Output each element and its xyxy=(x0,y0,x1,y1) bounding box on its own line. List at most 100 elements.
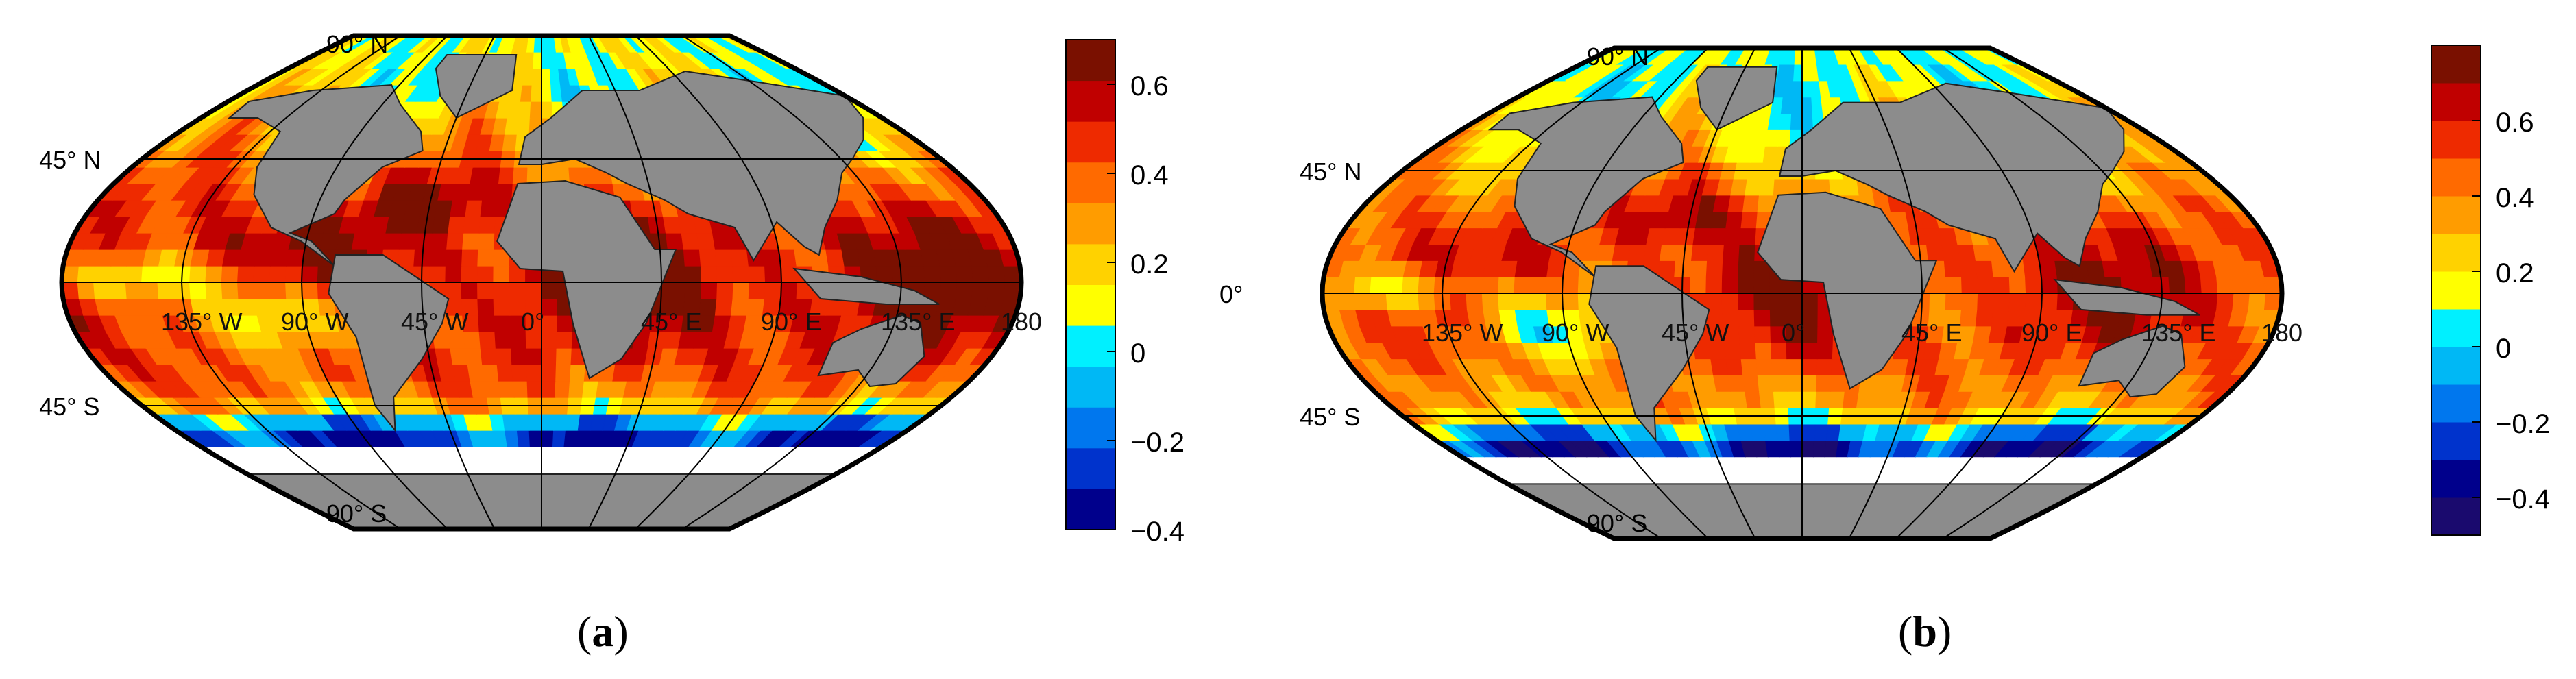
field-cell xyxy=(698,249,718,267)
field-cell xyxy=(526,36,536,53)
field-cell xyxy=(498,166,515,184)
field-cell xyxy=(541,282,558,299)
field-cell xyxy=(1963,48,2002,65)
field-cell xyxy=(1745,178,1762,196)
field-cell xyxy=(1764,129,1780,147)
field-cell xyxy=(1858,48,1877,65)
field-cell xyxy=(477,265,494,283)
field-cell xyxy=(463,216,481,234)
field-cell xyxy=(533,51,542,69)
field-cell xyxy=(1753,309,1771,327)
field-cell xyxy=(609,36,631,53)
field-cell xyxy=(1779,48,1790,65)
field-cell xyxy=(1754,325,1772,343)
field-cell xyxy=(1739,342,1758,360)
field-cell xyxy=(1370,293,1388,310)
field-cell xyxy=(780,282,798,299)
field-cell xyxy=(1466,293,1484,310)
field-cell xyxy=(1789,440,1803,458)
field-cell xyxy=(1864,48,1884,65)
field-cell xyxy=(1907,48,1936,65)
landmass xyxy=(1588,265,1710,443)
field-cell xyxy=(450,199,468,217)
field-cell xyxy=(525,282,542,299)
field-cell xyxy=(489,36,505,53)
field-cell xyxy=(467,183,485,201)
colorbar-segment xyxy=(2431,234,2481,272)
field-cell xyxy=(1771,358,1788,375)
field-cell xyxy=(1960,276,1979,294)
field-cell xyxy=(93,265,112,283)
field-cell xyxy=(1643,243,1663,261)
field-cell xyxy=(628,36,653,53)
field-cell xyxy=(1820,48,1832,65)
field-cell xyxy=(448,216,466,234)
field-cell xyxy=(659,36,691,53)
field-cell xyxy=(1735,48,1753,65)
field-cell xyxy=(434,199,454,217)
panel-a: 90° N 45° N 0° 45° S 90° S 135° W 90° W 45° W 0… xyxy=(39,30,1184,656)
field-cell xyxy=(1725,211,1744,229)
landmass xyxy=(792,267,940,305)
field-cell xyxy=(1691,243,1710,261)
field-cell xyxy=(1657,260,1677,277)
field-cell xyxy=(1971,48,2009,65)
field-cell xyxy=(1801,293,1819,310)
field-cell xyxy=(622,36,646,53)
field-cell xyxy=(1725,358,1744,375)
field-cell xyxy=(254,298,274,316)
field-cell xyxy=(342,36,380,53)
field-cell xyxy=(1498,260,1518,277)
field-cell xyxy=(730,298,750,316)
field-cell xyxy=(1929,276,1947,294)
field-cell xyxy=(430,232,449,250)
field-cell xyxy=(923,282,942,299)
field-cell xyxy=(2216,276,2235,294)
field-cell xyxy=(493,282,511,299)
landmass xyxy=(2053,278,2200,316)
field-cell xyxy=(348,36,387,53)
field-cell xyxy=(529,101,542,119)
field-cell xyxy=(109,282,127,299)
lon-label: 90° E xyxy=(2021,319,2082,347)
colorbar-segment xyxy=(2431,45,2481,84)
field-cell xyxy=(429,265,447,283)
graticule-a xyxy=(62,36,1021,529)
field-cell xyxy=(875,265,894,283)
field-cell xyxy=(1901,48,1929,65)
field-cell xyxy=(269,249,289,267)
field-cell xyxy=(696,36,736,53)
field-cell xyxy=(1402,293,1420,310)
field-cell xyxy=(1692,227,1712,245)
field-cell xyxy=(1876,48,1899,65)
field-cell xyxy=(684,282,702,299)
field-cell xyxy=(1888,48,1914,65)
colorbar-a: 0.6 0.4 0.2 0 −0.2 −0.4 xyxy=(1065,39,1184,547)
field-cell xyxy=(493,265,511,283)
field-cell xyxy=(1932,48,1966,65)
field-cell xyxy=(2216,293,2235,310)
field-cell xyxy=(2248,276,2267,294)
field-cell xyxy=(518,446,532,464)
field-cell xyxy=(1769,293,1787,310)
field-cell xyxy=(478,232,496,250)
field-cell xyxy=(480,347,498,365)
field-cell xyxy=(2184,293,2202,310)
field-cell xyxy=(1514,276,1532,294)
field-cell xyxy=(400,36,430,53)
field-cell xyxy=(1354,276,1372,294)
landmass xyxy=(817,314,925,388)
landmass xyxy=(1487,96,1684,277)
lon-label: 45° E xyxy=(641,308,701,336)
field-cell xyxy=(1385,276,1405,294)
field-cell xyxy=(445,282,463,299)
field-cell xyxy=(1829,391,1846,408)
field-cell xyxy=(1623,48,1660,65)
colorbar-tick-label: 0 xyxy=(1130,338,1145,369)
field-cell xyxy=(1739,227,1758,245)
field-cell xyxy=(397,249,416,267)
field-cell xyxy=(1790,456,1803,474)
map-outline-b xyxy=(1320,45,2285,541)
colorbar-segment xyxy=(1066,407,1115,449)
field-cell xyxy=(1851,48,1869,65)
